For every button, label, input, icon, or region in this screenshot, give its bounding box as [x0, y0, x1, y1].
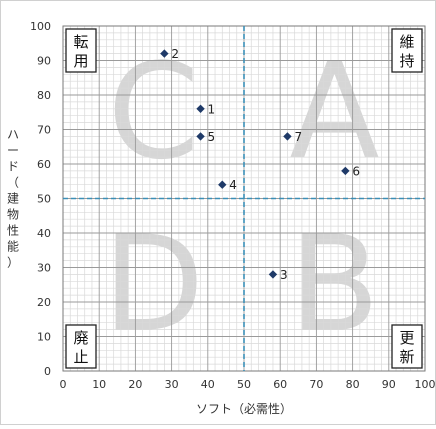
y-tick-label: 100	[30, 20, 51, 33]
y-tick-label: 40	[37, 227, 51, 240]
data-label-3: 3	[280, 268, 288, 282]
y-axis-label-char: （	[7, 176, 19, 190]
y-tick-label: 30	[37, 262, 51, 275]
x-tick-label: 70	[309, 378, 323, 391]
corner-label-bottom-right: 更新	[391, 324, 423, 369]
x-tick-label: 20	[128, 378, 142, 391]
y-axis-label-char: ）	[7, 256, 19, 270]
y-tick-label: 20	[37, 296, 51, 309]
x-tick-label: 10	[92, 378, 106, 391]
corner-label-top-left: 転用	[65, 28, 97, 73]
data-point-6	[341, 166, 350, 176]
x-tick-label: 50	[237, 378, 251, 391]
data-point-5	[196, 132, 205, 141]
y-tick-labels: 0 10 20 30 40 50 60 70 80 90 100	[30, 20, 51, 378]
corner-label-char: 転	[73, 33, 88, 51]
x-tick-label: 60	[273, 378, 287, 391]
y-tick-label: 90	[37, 55, 51, 68]
y-tick-label: 50	[37, 193, 51, 206]
x-tick-label: 100	[415, 378, 436, 391]
y-axis-label-char: 物	[7, 208, 19, 222]
data-label-4: 4	[229, 178, 237, 192]
data-point-4	[218, 180, 227, 189]
quadrant-letter-b: B	[289, 208, 380, 362]
y-tick-label: 60	[37, 158, 51, 171]
data-point-7	[283, 132, 292, 141]
y-axis-label-char: 性	[7, 224, 19, 238]
data-label-2: 2	[171, 47, 179, 61]
data-point-1	[196, 104, 205, 113]
data-label-7: 7	[294, 130, 302, 144]
quadrant-letter-a: A	[289, 35, 379, 189]
y-tick-label: 10	[37, 331, 51, 344]
corner-label-char: 維	[399, 33, 414, 51]
y-axis-label-char: ー	[7, 144, 19, 158]
data-label-6: 6	[352, 164, 360, 178]
y-axis-label-char: 建	[7, 192, 19, 206]
corner-label-box	[391, 28, 423, 73]
y-axis-label-char: ド	[7, 160, 19, 174]
corner-label-box	[391, 324, 423, 369]
corner-label-bottom-left: 廃止	[65, 324, 97, 369]
y-tick-label: 0	[44, 365, 51, 378]
corner-label-char: 廃	[73, 329, 88, 347]
corner-label-char: 用	[73, 52, 88, 70]
data-points: 1 2 3 4 5 6 7	[160, 47, 360, 282]
x-tick-label: 90	[382, 378, 396, 391]
y-tick-label: 80	[37, 89, 51, 102]
corner-label-top-right: 維持	[391, 28, 423, 73]
corner-label-char: 新	[399, 348, 414, 366]
data-point-3	[268, 270, 278, 279]
x-axis-label: ソフト（必需性）	[196, 402, 292, 416]
corner-label-char: 止	[73, 348, 88, 366]
x-tick-labels: 0 10 20 30 40 50 60 70 80 90 100	[60, 378, 436, 391]
x-tick-label: 30	[165, 378, 179, 391]
y-axis-label-char: ハ	[7, 128, 19, 142]
data-label-1: 1	[208, 102, 216, 116]
corner-label-box	[65, 28, 97, 73]
corner-label-char: 持	[399, 52, 414, 70]
x-tick-label: 80	[346, 378, 360, 391]
corner-label-char: 更	[399, 329, 414, 347]
y-tick-label: 70	[37, 124, 51, 137]
x-tick-label: 0	[60, 378, 67, 391]
data-point-2	[160, 49, 169, 58]
x-tick-label: 40	[201, 378, 215, 391]
quadrant-letter-d: D	[103, 208, 205, 362]
data-label-5: 5	[208, 130, 216, 144]
y-axis-label-char: 能	[7, 240, 19, 254]
corner-label-box	[65, 324, 97, 369]
